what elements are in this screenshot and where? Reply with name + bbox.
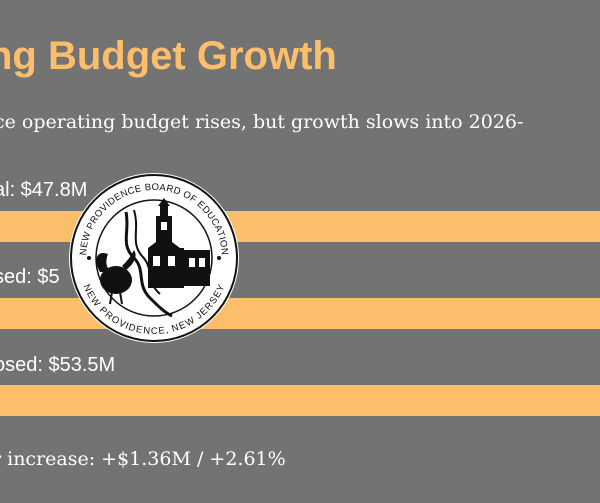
bar-track-proposed-next xyxy=(0,385,600,416)
board-of-education-seal-icon: NEW PROVIDENCE BOARD OF EDUCATION NEW PR… xyxy=(69,173,239,343)
bar-fill-proposed-next xyxy=(0,385,600,416)
slide-title: ng Budget Growth xyxy=(0,34,337,78)
bar-label-proposed-current: sed: $5 xyxy=(0,266,60,288)
bar-label-proposed-next: osed: $53.5M xyxy=(0,354,116,376)
bar-label-actual: al: $47.8M xyxy=(0,179,88,201)
increase-summary: r increase: +$1.36M / +2.61% xyxy=(0,448,286,470)
slide-subtitle: ce operating budget rises, but growth sl… xyxy=(0,111,524,133)
